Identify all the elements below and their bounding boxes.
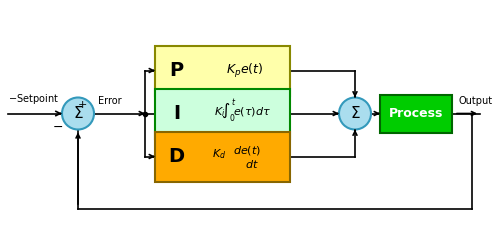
Text: $de(t)$: $de(t)$	[233, 144, 261, 157]
Text: $\mathbf{P}$: $\mathbf{P}$	[169, 61, 185, 80]
Text: $K_p e(t)$: $K_p e(t)$	[226, 62, 264, 79]
FancyBboxPatch shape	[155, 89, 290, 138]
Text: $\mathbf{D}$: $\mathbf{D}$	[168, 147, 186, 166]
Text: $\Sigma$: $\Sigma$	[73, 106, 83, 121]
Text: +: +	[78, 101, 86, 111]
Text: $dt$: $dt$	[245, 158, 259, 170]
Text: Process: Process	[389, 107, 443, 120]
Text: Output: Output	[458, 96, 492, 106]
Text: −: −	[53, 121, 63, 134]
Circle shape	[62, 98, 94, 129]
Text: $\mathbf{I}$: $\mathbf{I}$	[173, 104, 181, 123]
Text: $-$Setpoint: $-$Setpoint	[8, 91, 59, 106]
Text: $K_i\!\int_0^t\!e(\tau)d\tau$: $K_i\!\int_0^t\!e(\tau)d\tau$	[214, 98, 272, 125]
FancyBboxPatch shape	[155, 45, 290, 96]
Circle shape	[339, 98, 371, 129]
FancyBboxPatch shape	[380, 94, 452, 133]
Text: $K_d$: $K_d$	[212, 148, 226, 161]
Text: $\Sigma$: $\Sigma$	[350, 106, 360, 121]
FancyBboxPatch shape	[155, 131, 290, 182]
Text: Error: Error	[98, 96, 122, 106]
